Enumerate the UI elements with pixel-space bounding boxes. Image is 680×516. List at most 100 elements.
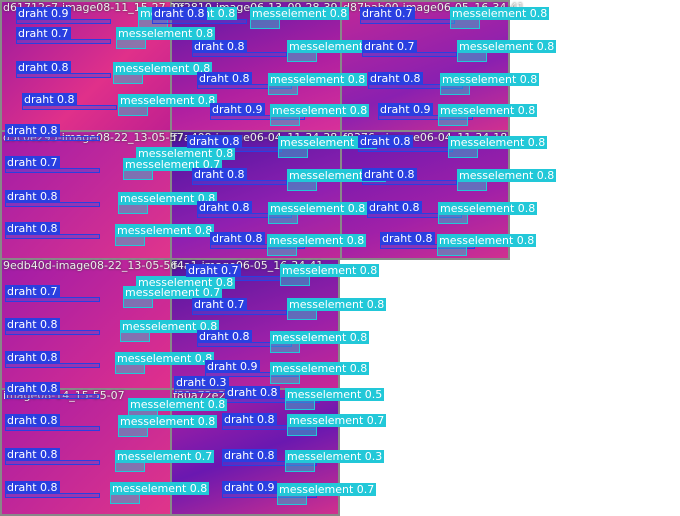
detection-label: messelement 0.8 <box>268 202 368 215</box>
element-box <box>285 400 315 410</box>
element-box <box>457 181 487 191</box>
detection-label: draht 0.8 <box>222 449 277 462</box>
element-box <box>450 19 480 29</box>
detection-label: draht 0.9 <box>222 481 277 494</box>
detection-label: draht 0.8 <box>5 318 60 331</box>
element-box <box>268 214 298 224</box>
detection-label: messelement 0.8 <box>128 398 228 411</box>
element-box <box>120 332 150 342</box>
detection-label: messelement 0.7 <box>123 158 223 171</box>
element-box <box>267 246 297 256</box>
detection-label: draht 0.8 <box>5 481 60 494</box>
element-box <box>287 426 317 436</box>
element-box <box>437 246 467 256</box>
detection-label: draht 0.8 <box>362 168 417 181</box>
detection-label: draht 0.8 <box>367 201 422 214</box>
detection-label: messelement 0.8 <box>278 136 378 149</box>
detection-label: draht 0.8 <box>22 93 77 106</box>
detection-label: messelement 0.8 <box>287 169 387 182</box>
detection-label: messelement 0.7 <box>123 286 223 299</box>
element-box <box>440 85 470 95</box>
detection-label: messelement 0.8 <box>270 104 370 117</box>
detection-label: messelement 0.8 <box>268 73 368 86</box>
detection-label: messelement 0.8 <box>118 192 218 205</box>
detection-label: draht 0.8 <box>5 222 60 235</box>
detection-label: messelement 0.8 <box>437 234 537 247</box>
detection-label: messelement 0.5 <box>285 388 385 401</box>
detection-label: draht 0.8 <box>16 61 71 74</box>
detection-label: messelement 0.8 <box>136 147 236 160</box>
detection-label: draht 0.9 <box>16 7 71 20</box>
detection-label: draht 0.7 <box>192 298 247 311</box>
detection-label: draht 0.9 <box>210 103 265 116</box>
detection-label: messelement 0.8 <box>136 276 236 289</box>
element-box <box>118 106 148 116</box>
detection-label: draht 0.8 <box>358 135 413 148</box>
detection-label: draht 0.8 <box>5 124 60 137</box>
detection-label: messelement 0.8 <box>287 40 387 53</box>
detection-label: draht 0.8 <box>5 351 60 364</box>
detection-label: messelement 0.8 <box>115 352 215 365</box>
detection-label: draht 0.8 <box>5 414 60 427</box>
detection-label: messelement 0.7 <box>115 450 215 463</box>
element-box <box>115 462 145 472</box>
element-box <box>123 298 153 308</box>
detection-label: draht 0.7 <box>360 7 415 20</box>
detection-label: messelement 0.8 <box>438 202 538 215</box>
element-box <box>115 364 145 374</box>
element-box <box>113 74 143 84</box>
element-box <box>287 52 317 62</box>
detection-label: draht 0.8 <box>197 72 252 85</box>
element-box <box>250 19 280 29</box>
detection-label: messelement 0.7 <box>277 483 377 496</box>
element-box <box>270 343 300 353</box>
detection-label: draht 0.8 <box>368 72 423 85</box>
detection-label: messelement 0.8 <box>270 331 370 344</box>
detection-label: messelement 0.3 <box>285 450 385 463</box>
element-box <box>270 374 300 384</box>
detection-label: messelement 0.8 <box>116 27 216 40</box>
detection-label: draht 0.8 <box>380 232 435 245</box>
image-filename: 9edb40d-image08-22_13-05-56 <box>3 259 178 272</box>
detection-label: draht 0.8 <box>197 201 252 214</box>
detection-label: messelement 0.8 <box>438 104 538 117</box>
detection-label: messelement 0.8 <box>270 362 370 375</box>
detection-label: messelement 0.8 <box>120 320 220 333</box>
element-box <box>278 148 308 158</box>
element-box <box>118 427 148 437</box>
detection-label: draht 0.8 <box>187 135 242 148</box>
detection-label: messelement 0.8 <box>118 94 218 107</box>
element-box <box>116 39 146 49</box>
element-box <box>277 495 307 505</box>
detection-label: messelement 0.7 <box>287 414 387 427</box>
detection-label: messelement 0.8 <box>457 40 557 53</box>
detection-label: draht 0.7 <box>16 27 71 40</box>
element-box <box>280 276 310 286</box>
detection-label: draht 0.3 <box>174 376 229 389</box>
element-box <box>448 148 478 158</box>
detection-label: draht 0.8 <box>222 413 277 426</box>
detection-label: draht 0.8 <box>152 7 207 20</box>
detection-label: messelement 0.8 <box>440 73 540 86</box>
element-box <box>118 204 148 214</box>
detection-label: draht 0.8 <box>192 40 247 53</box>
detection-label: draht 0.8 <box>197 330 252 343</box>
element-box <box>438 214 468 224</box>
detection-label: draht 0.9 <box>205 360 260 373</box>
detection-label: draht 0.7 <box>362 40 417 53</box>
element-box <box>287 181 317 191</box>
detection-label: messelement 0.8 <box>280 264 380 277</box>
detection-label: messelement 0.8 <box>250 7 350 20</box>
detection-label: messelement 0.8 <box>118 415 218 428</box>
detection-label: messelement 0.8 <box>450 7 550 20</box>
detection-label: messelement 0.8 <box>448 136 548 149</box>
element-box <box>287 310 317 320</box>
element-box <box>285 462 315 472</box>
detection-label: draht 0.7 <box>5 285 60 298</box>
detection-label: messelement 0.8 <box>457 169 557 182</box>
detection-label: draht 0.8 <box>5 382 60 395</box>
detection-label: messelement 0.8 <box>115 224 215 237</box>
detection-label: draht 0.8 <box>192 168 247 181</box>
element-box <box>115 236 145 246</box>
